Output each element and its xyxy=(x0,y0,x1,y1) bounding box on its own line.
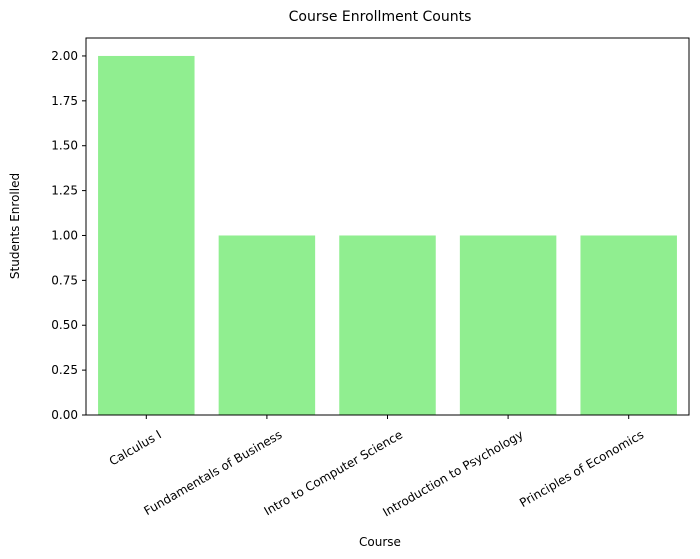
x-tick-label: Calculus I xyxy=(107,427,164,468)
bar xyxy=(459,235,557,415)
y-tick-label: 0.50 xyxy=(51,318,78,332)
y-tick-label: 0.00 xyxy=(51,408,78,422)
y-tick-label: 1.00 xyxy=(51,228,78,242)
y-tick-label: 0.25 xyxy=(51,363,78,377)
plot-frame xyxy=(85,37,690,416)
y-tick-label: 2.00 xyxy=(51,49,78,63)
bar xyxy=(98,55,195,415)
chart-title: Course Enrollment Counts xyxy=(289,9,472,25)
y-tick-label: 1.75 xyxy=(51,94,78,108)
y-axis: 0.00 0.25 0.50 0.75 1.00 1.25 1.50 1.75 2.00 xyxy=(51,49,86,422)
bar xyxy=(339,235,436,415)
x-tick-label: Principles of Economics xyxy=(517,427,646,510)
bar xyxy=(580,235,677,415)
y-axis-label: Students Enrolled xyxy=(8,173,22,279)
y-tick-label: 1.25 xyxy=(51,184,78,198)
x-axis-label: Course xyxy=(359,535,401,549)
bar xyxy=(218,235,316,415)
y-tick-label: 0.75 xyxy=(51,273,78,287)
x-tick-label: Introduction to Psychology xyxy=(380,427,525,519)
y-tick-label: 1.50 xyxy=(51,139,78,153)
bars-group xyxy=(98,55,677,415)
